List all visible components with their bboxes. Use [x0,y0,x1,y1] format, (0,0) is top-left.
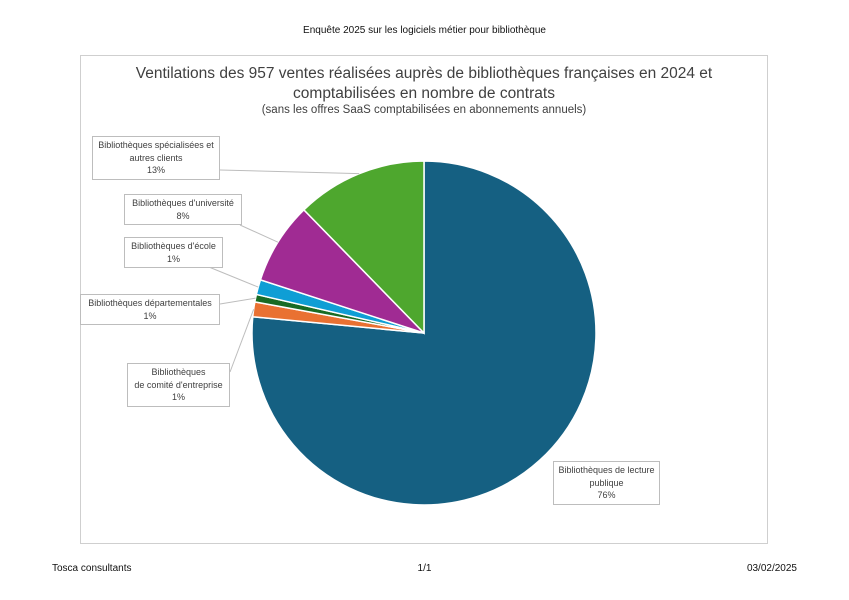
data-label-lecture-publique: Bibliothèques de lecture publique 76% [553,461,660,505]
leader-line-comite-entreprise [229,309,255,373]
chart-title-line-1: Ventilations des 957 ventes réalisées au… [135,65,713,82]
label-text: autres clients [129,152,183,163]
chart-title: Ventilations des 957 ventes réalisées au… [80,64,768,104]
label-percent: 13% [146,165,165,175]
label-text: Bibliothèques spécialisées et [98,140,214,150]
label-percent: 1% [166,253,180,264]
footer-right: 03/02/2025 [746,563,797,574]
label-percent: 1% [143,310,157,321]
label-percent: 1% [171,392,185,402]
data-label-ecole: Bibliothèques d'école 1% [124,237,223,268]
leader-line-universite [239,224,279,243]
label-text: de comité d'entreprise [134,379,223,390]
footer-left: Tosca consultants [52,563,132,574]
pie-slice-specialisees [302,160,425,335]
label-text: Bibliothèques départementales [88,298,212,308]
label-percent: 76% [597,490,616,500]
chart-subtitle: (sans les offres SaaS comptabilisées en … [261,104,587,116]
data-label-departementales: Bibliothèques départementales 1% [80,294,220,325]
chart-title-line-2: comptabilisées en nombre de contrats [293,85,555,102]
leader-line-departementales [219,297,256,305]
label-text: Bibliothèques d'université [132,198,234,208]
leader-line-ecole [203,264,259,288]
data-label-comite-entreprise: Bibliothèques de comité d'entreprise 1% [127,363,230,407]
data-label-universite: Bibliothèques d'université 8% [124,194,242,225]
label-text: Bibliothèques [151,367,206,377]
label-text: Bibliothèques de lecture [558,465,655,475]
page-header: Enquête 2025 sur les logiciels métier po… [303,25,546,36]
label-percent: 8% [176,210,190,221]
data-label-specialisees: Bibliothèques spécialisées et autres cli… [92,136,220,180]
footer-center: 1/1 [417,563,432,574]
label-text: Bibliothèques d'école [131,241,216,251]
label-text: publique [589,477,624,488]
leader-line-specialisees [219,169,360,175]
